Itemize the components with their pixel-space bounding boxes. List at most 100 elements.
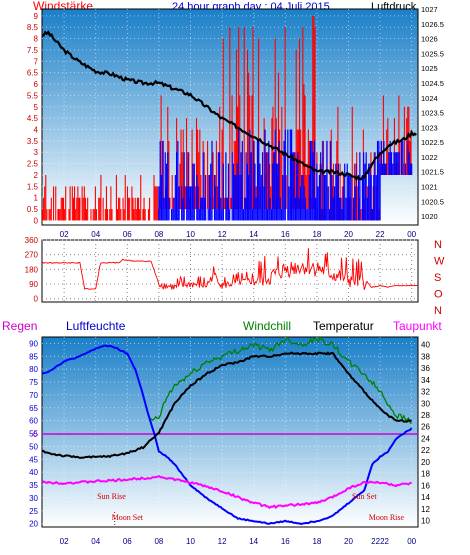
x-tick-label: 08: [154, 230, 163, 239]
wind-gust-series: [158, 129, 413, 221]
compass-letter: N: [434, 305, 442, 317]
rain-zero-label: 0: [33, 430, 38, 439]
y-tick-label: 0: [34, 295, 39, 304]
y2-tick-label: 1026: [421, 35, 438, 44]
y2-tick-label: 28: [421, 411, 430, 420]
y-tick-label: 180: [25, 265, 39, 274]
humidity-line: [42, 344, 413, 526]
x-tick-label: 12: [218, 230, 227, 239]
x-tick-label: 14: [249, 230, 258, 239]
y-tick-label: 0.5: [27, 205, 39, 214]
y-tick-label: 6.5: [27, 69, 39, 78]
wind-direction-grid: [42, 239, 418, 302]
windchill-line: [150, 337, 412, 424]
y-tick-label: 85: [29, 352, 38, 361]
y-tick-label: 35: [29, 481, 38, 490]
x-tick-label: 02: [60, 230, 69, 239]
y2-tick-label: 12: [421, 505, 430, 514]
astro-label: Moon Set: [112, 513, 144, 522]
temp-humidity-time-axis: 02 04 06 08 10 12 14 16 18 20 2222 00: [60, 537, 417, 546]
compass-letter: S: [434, 272, 441, 284]
astro-label: Sun Set: [352, 492, 377, 501]
y2-tick-label: 32: [421, 388, 430, 397]
y-tick-label: 2.5: [27, 160, 39, 169]
dewpoint-label: Taupunkt: [393, 319, 442, 333]
y-tick-label: 1: [34, 194, 39, 203]
temperature-axis: 10 12 14 16 18 20 22 24 26 28 30 32 34 36 38 40: [421, 341, 430, 526]
y-tick-label: 80: [29, 365, 38, 374]
y2-tick-label: 16: [421, 481, 430, 490]
wind-pressure-time-axis: 02 04 06 08 10 12 14 16 18 20 22 00: [60, 230, 417, 239]
y2-tick-label: 1024.5: [421, 79, 444, 88]
pressure-line: [42, 30, 418, 182]
y-tick-label: 9: [34, 12, 39, 21]
y2-tick-label: 36: [421, 364, 430, 373]
wind-speed-axis: 0 0.5 1 1.5 2 2.5 3 3.5 4 4.5 5 5.5 6 6.5 7 7.5 8 8.5 9: [27, 12, 39, 226]
y-tick-label: 3.5: [27, 137, 39, 146]
x-tick-label: 06: [123, 230, 132, 239]
x-tick-label: 04: [91, 537, 100, 546]
x-tick-label: 10: [186, 537, 195, 546]
humidity-label: Luftfeuchte: [66, 319, 126, 333]
y2-tick-label: 1027: [421, 5, 438, 14]
y2-tick-label: 1021: [421, 183, 438, 192]
y-tick-label: 0: [34, 216, 39, 225]
y-tick-label: 5: [34, 103, 39, 112]
y-tick-label: 20: [29, 520, 38, 529]
humidity-axis: 20 25 30 35 40 45 50 55 60 65 70 75 80 85 90: [29, 339, 38, 528]
y-tick-label: 6: [34, 80, 39, 89]
y-tick-label: 8: [34, 35, 39, 44]
x-tick-label: 18: [312, 230, 321, 239]
y2-tick-label: 26: [421, 423, 430, 432]
y2-tick-label: 1023: [421, 123, 438, 132]
x-tick-label: 2222: [371, 537, 389, 546]
y-tick-label: 4: [34, 126, 39, 135]
temperature-label: Temperatur: [313, 319, 374, 333]
y-tick-label: 25: [29, 507, 38, 516]
wind-pressure-panel: 0 0.5 1 1.5 2 2.5 3 3.5 4 4.5 5 5.5 6 6.5 7 7.5 8 8.5 9 10…: [27, 5, 444, 239]
y2-tick-label: 40: [421, 341, 430, 350]
y2-tick-label: 1022.5: [421, 138, 444, 147]
y2-tick-label: 22: [421, 446, 430, 455]
y2-tick-label: 18: [421, 470, 430, 479]
x-tick-label: 10: [186, 230, 195, 239]
y2-tick-label: 10: [421, 517, 430, 526]
compass-letter: N: [434, 239, 442, 251]
x-tick-label: 00: [407, 537, 416, 546]
dewpoint-line: [42, 474, 412, 510]
astro-label: Moon Rise: [369, 513, 405, 522]
y2-tick-label: 1020.5: [421, 197, 444, 206]
y2-tick-label: 34: [421, 376, 430, 385]
compass-letter: W: [434, 256, 445, 268]
y-tick-label: 65: [29, 404, 38, 413]
y2-tick-label: 20: [421, 458, 430, 467]
y-tick-label: 60: [29, 417, 38, 426]
y-tick-label: 90: [29, 280, 38, 289]
x-tick-label: 16: [281, 230, 290, 239]
y2-tick-label: 30: [421, 399, 430, 408]
y-tick-label: 45: [29, 455, 38, 464]
windchill-label: Windchill: [243, 319, 291, 333]
y-tick-label: 360: [25, 236, 39, 245]
y-tick-label: 70: [29, 391, 38, 400]
y-tick-label: 40: [29, 468, 38, 477]
y-tick-label: 55: [29, 430, 38, 439]
x-tick-label: 06: [123, 537, 132, 546]
x-tick-label: 16: [281, 537, 290, 546]
x-tick-label: 20: [344, 537, 353, 546]
compass-letter: O: [434, 289, 443, 301]
rain-label: Regen: [2, 319, 37, 333]
x-tick-label: 20: [344, 230, 353, 239]
y2-tick-label: 1023.5: [421, 109, 444, 118]
x-tick-label: 04: [91, 230, 100, 239]
y2-tick-label: 24: [421, 434, 430, 443]
temperature-line: [42, 351, 412, 460]
astro-annotations: Sun Rise Moon Set Sun Set Moon Rise: [97, 492, 405, 527]
y-tick-label: 90: [29, 339, 38, 348]
y2-tick-label: 1024: [421, 94, 438, 103]
y-tick-label: 7: [34, 57, 39, 66]
